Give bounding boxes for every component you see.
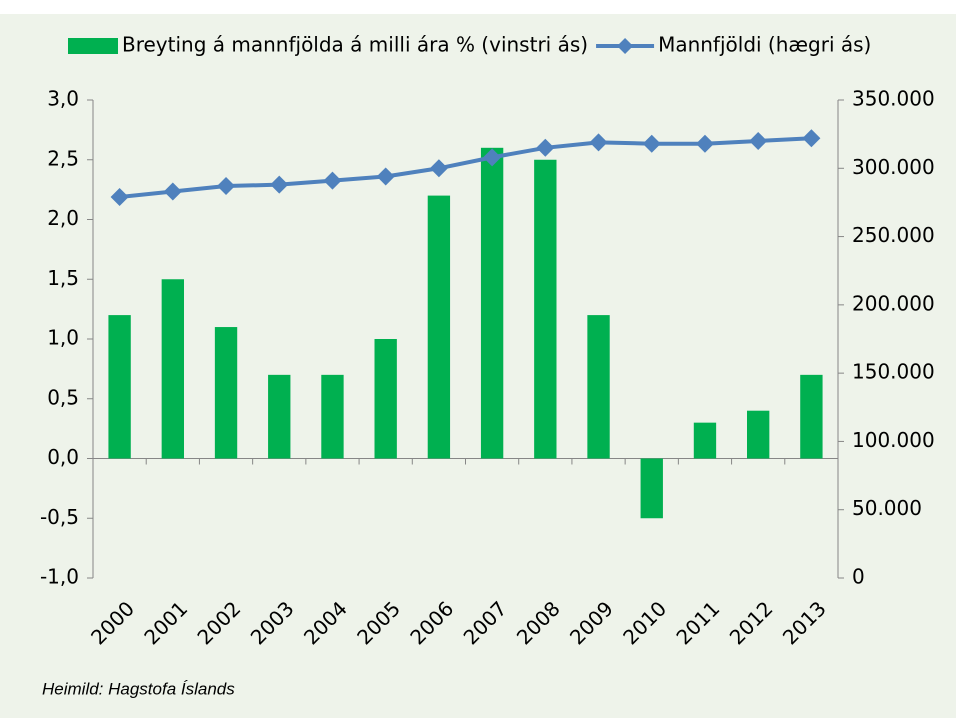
chart-background xyxy=(0,14,956,718)
y-tick-label: 3,0 xyxy=(47,87,79,111)
marker xyxy=(376,167,395,186)
bar xyxy=(480,147,504,459)
y-tick-label: 1,5 xyxy=(47,266,79,290)
legend-swatch xyxy=(68,38,118,54)
marker xyxy=(323,171,342,190)
legend-marker xyxy=(617,38,634,54)
marker xyxy=(589,133,608,152)
y2-tick-label: 350.000 xyxy=(852,87,935,111)
marker xyxy=(749,131,768,150)
y-tick-label: 0,0 xyxy=(47,445,79,469)
marker xyxy=(163,182,182,201)
marker xyxy=(110,187,129,206)
bar xyxy=(640,458,663,519)
marker xyxy=(802,129,821,148)
marker xyxy=(483,148,502,167)
bar xyxy=(693,422,717,459)
bar xyxy=(534,159,557,459)
bar xyxy=(108,315,131,459)
y-tick-label: 2,0 xyxy=(47,206,79,230)
y2-tick-label: 50.000 xyxy=(852,496,922,520)
y2-tick-label: 300.000 xyxy=(852,155,935,179)
bar xyxy=(321,374,344,459)
marker xyxy=(642,134,661,153)
y-tick-label: 0,5 xyxy=(47,385,79,409)
y-tick-label: 2,5 xyxy=(47,146,79,170)
y2-tick-label: 250.000 xyxy=(852,223,935,247)
bar xyxy=(587,315,610,459)
y-tick-label: 1,0 xyxy=(47,326,79,350)
marker xyxy=(695,134,714,153)
marker xyxy=(429,159,448,178)
bar xyxy=(214,327,238,459)
y-tick-label: -1,0 xyxy=(40,565,79,589)
marker xyxy=(536,138,555,157)
y2-tick-label: 150.000 xyxy=(852,360,935,384)
bar xyxy=(427,195,451,459)
legend-label: Breyting á mannfjölda á milli ára % (vin… xyxy=(122,33,588,57)
marker xyxy=(217,177,236,196)
y-tick-label: -0,5 xyxy=(40,505,79,529)
bar xyxy=(747,410,770,459)
bar xyxy=(161,279,184,459)
y2-tick-label: 200.000 xyxy=(852,291,935,315)
marker xyxy=(270,175,289,194)
y2-tick-label: 0 xyxy=(852,565,865,589)
bar xyxy=(374,339,397,459)
y2-tick-label: 100.000 xyxy=(852,428,935,452)
legend-label: Mannfjöldi (hægri ás) xyxy=(658,33,871,57)
bar xyxy=(268,374,291,459)
bar xyxy=(800,374,823,459)
source: Heimild: Hagstofa Íslands xyxy=(42,679,235,698)
